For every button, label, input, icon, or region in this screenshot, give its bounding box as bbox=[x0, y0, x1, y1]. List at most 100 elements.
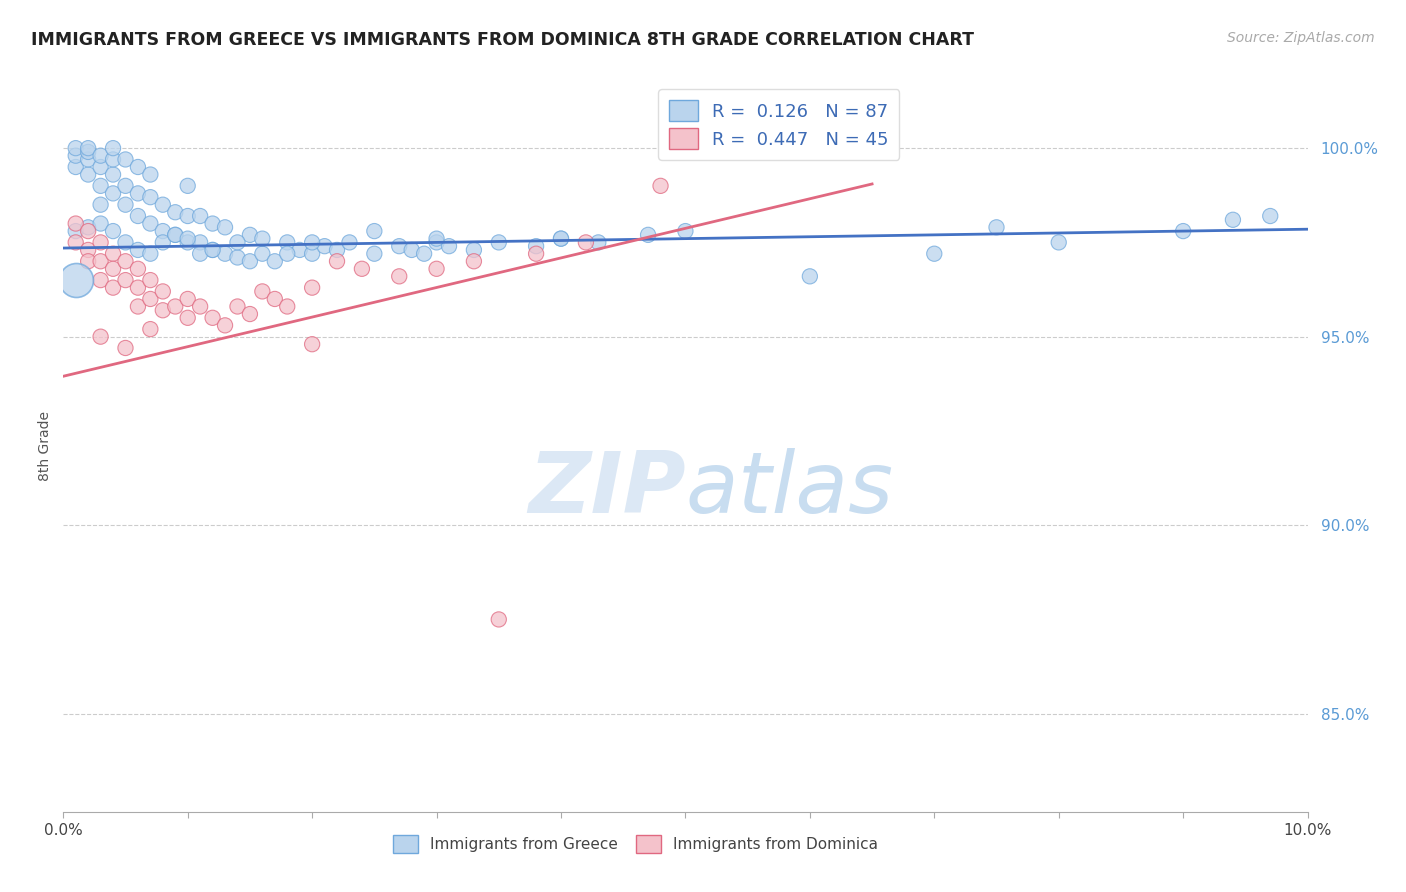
Point bbox=[65, 160, 87, 174]
Point bbox=[488, 235, 510, 250]
Point bbox=[201, 243, 224, 257]
Point bbox=[239, 254, 262, 268]
Point bbox=[77, 141, 100, 155]
Point bbox=[127, 243, 149, 257]
Point bbox=[139, 217, 162, 231]
Point bbox=[114, 197, 136, 211]
Point bbox=[426, 235, 449, 250]
Point bbox=[127, 261, 149, 276]
Point bbox=[139, 322, 162, 336]
Point bbox=[65, 149, 87, 163]
Point bbox=[101, 141, 124, 155]
Point bbox=[127, 186, 149, 201]
Point bbox=[388, 269, 411, 284]
Point bbox=[127, 160, 149, 174]
Point bbox=[90, 160, 112, 174]
Point bbox=[276, 246, 298, 260]
Point bbox=[799, 269, 821, 284]
Point bbox=[463, 243, 485, 257]
Point bbox=[90, 149, 112, 163]
Point bbox=[177, 310, 200, 325]
Point bbox=[239, 307, 262, 321]
Text: Source: ZipAtlas.com: Source: ZipAtlas.com bbox=[1227, 31, 1375, 45]
Point bbox=[924, 246, 946, 260]
Point bbox=[177, 292, 200, 306]
Point bbox=[252, 232, 274, 246]
Point bbox=[127, 280, 149, 294]
Point bbox=[550, 232, 572, 246]
Point bbox=[114, 178, 136, 193]
Point bbox=[139, 273, 162, 287]
Text: IMMIGRANTS FROM GREECE VS IMMIGRANTS FROM DOMINICA 8TH GRADE CORRELATION CHART: IMMIGRANTS FROM GREECE VS IMMIGRANTS FRO… bbox=[31, 31, 974, 49]
Point bbox=[139, 190, 162, 204]
Point bbox=[301, 280, 323, 294]
Point bbox=[77, 224, 100, 238]
Point bbox=[65, 224, 87, 238]
Point bbox=[1258, 209, 1281, 223]
Point bbox=[252, 285, 274, 299]
Point bbox=[301, 246, 323, 260]
Point bbox=[77, 145, 100, 159]
Point bbox=[152, 285, 174, 299]
Point bbox=[426, 232, 449, 246]
Point bbox=[488, 612, 510, 626]
Point bbox=[363, 224, 385, 238]
Point bbox=[588, 235, 610, 250]
Point bbox=[437, 239, 460, 253]
Point bbox=[363, 246, 385, 260]
Point bbox=[65, 235, 87, 250]
Point bbox=[177, 235, 200, 250]
Point bbox=[1173, 224, 1195, 238]
Point bbox=[524, 246, 547, 260]
Point bbox=[214, 246, 236, 260]
Point bbox=[276, 235, 298, 250]
Point bbox=[114, 153, 136, 167]
Point bbox=[152, 303, 174, 318]
Point bbox=[101, 168, 124, 182]
Point bbox=[114, 341, 136, 355]
Point bbox=[401, 243, 423, 257]
Point bbox=[101, 280, 124, 294]
Point bbox=[77, 254, 100, 268]
Point bbox=[214, 220, 236, 235]
Point bbox=[1047, 235, 1070, 250]
Point bbox=[301, 235, 323, 250]
Point bbox=[263, 254, 285, 268]
Point bbox=[226, 300, 249, 314]
Point bbox=[413, 246, 436, 260]
Point bbox=[101, 261, 124, 276]
Point bbox=[426, 261, 449, 276]
Point bbox=[226, 235, 249, 250]
Point bbox=[177, 232, 200, 246]
Point bbox=[339, 235, 361, 250]
Text: atlas: atlas bbox=[686, 449, 893, 532]
Point bbox=[77, 168, 100, 182]
Point bbox=[188, 235, 211, 250]
Point bbox=[114, 273, 136, 287]
Point bbox=[127, 300, 149, 314]
Point bbox=[90, 178, 112, 193]
Text: ZIP: ZIP bbox=[527, 449, 686, 532]
Point bbox=[550, 232, 572, 246]
Point bbox=[165, 300, 187, 314]
Point bbox=[188, 246, 211, 260]
Point bbox=[463, 254, 485, 268]
Legend: Immigrants from Greece, Immigrants from Dominica: Immigrants from Greece, Immigrants from … bbox=[387, 829, 884, 859]
Point bbox=[201, 243, 224, 257]
Point bbox=[165, 227, 187, 242]
Point bbox=[201, 310, 224, 325]
Point bbox=[177, 209, 200, 223]
Point bbox=[201, 217, 224, 231]
Point bbox=[637, 227, 659, 242]
Point bbox=[288, 243, 311, 257]
Point bbox=[77, 220, 100, 235]
Point bbox=[90, 329, 112, 343]
Y-axis label: 8th Grade: 8th Grade bbox=[38, 411, 52, 481]
Point bbox=[90, 217, 112, 231]
Point bbox=[314, 239, 336, 253]
Point bbox=[90, 197, 112, 211]
Point bbox=[114, 235, 136, 250]
Point bbox=[165, 205, 187, 219]
Point bbox=[101, 153, 124, 167]
Point bbox=[65, 141, 87, 155]
